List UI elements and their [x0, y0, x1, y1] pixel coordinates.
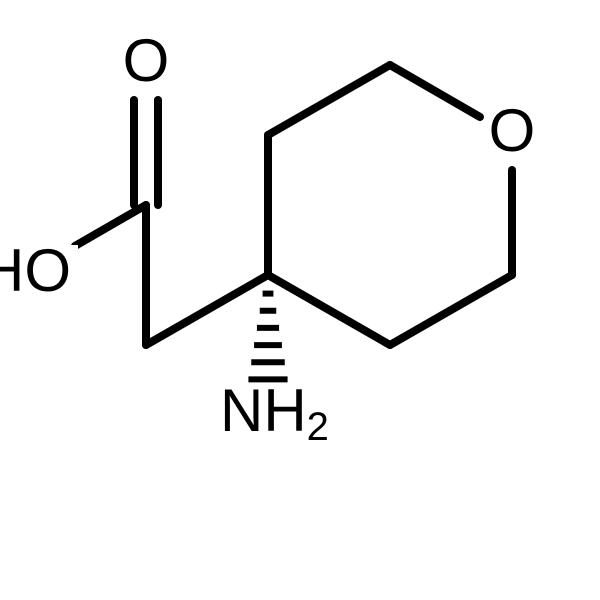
atom-O-ring: O: [489, 97, 536, 164]
bond: [75, 205, 146, 246]
bond: [146, 275, 268, 345]
bond: [268, 275, 390, 345]
bond: [268, 65, 390, 135]
bond: [390, 65, 480, 117]
atom-OH: HO: [0, 237, 71, 304]
atom-O-carbonyl: O: [123, 27, 170, 94]
bond: [390, 275, 512, 345]
chemical-structure: OOHONH2: [0, 0, 600, 600]
